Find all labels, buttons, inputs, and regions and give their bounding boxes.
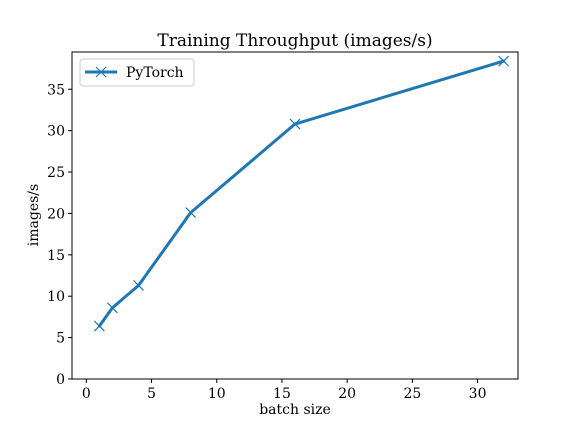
marker-stroke (93, 320, 105, 332)
data-point-marker (107, 302, 118, 314)
x-tick-label: 10 (208, 386, 226, 402)
legend-marker-x (95, 66, 107, 78)
y-tick-label: 10 (47, 289, 65, 305)
marker-stroke (185, 207, 197, 219)
marker-stroke (289, 118, 301, 130)
legend-box (79, 58, 195, 87)
x-tick-label: 30 (469, 386, 487, 402)
series-line-pytorch (97, 59, 506, 328)
legend-marker-glyph (95, 66, 107, 78)
data-point-marker (185, 207, 197, 219)
y-tick-label: 35 (47, 82, 65, 98)
x-axis-label: batch size (259, 402, 331, 418)
x-tick-label: 0 (82, 386, 91, 402)
chart-title: Training Throughput (images/s) (157, 31, 432, 51)
x-tick-label: 15 (273, 386, 291, 402)
y-axis-label: images/s (26, 184, 42, 246)
data-point-marker (133, 280, 144, 291)
plot-frame (71, 51, 519, 380)
marker-stroke (95, 66, 107, 78)
x-tick-label: 5 (147, 386, 156, 402)
x-tick-label: 25 (403, 386, 421, 402)
marker-stroke (107, 302, 118, 314)
y-tick-label: 20 (47, 206, 65, 222)
legend-label: PyTorch (126, 65, 184, 81)
marker-stroke (498, 55, 510, 67)
y-tick-label: 15 (47, 248, 65, 264)
y-tick-label: 25 (47, 165, 65, 181)
data-point-marker (289, 118, 301, 130)
marker-stroke (133, 280, 144, 291)
x-tick-label: 20 (338, 386, 356, 402)
y-tick-label: 5 (56, 331, 65, 347)
data-point-marker (93, 320, 105, 332)
data-point-marker (498, 55, 510, 67)
legend: PyTorch (79, 58, 195, 87)
y-tick-label: 0 (56, 372, 65, 388)
y-tick-label: 30 (47, 124, 65, 140)
